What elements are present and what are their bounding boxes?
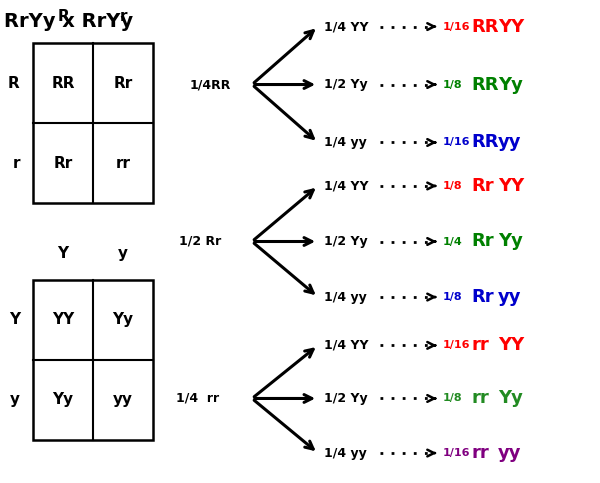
Text: RR: RR: [472, 133, 499, 152]
Text: 1/4 yy: 1/4 yy: [324, 136, 367, 149]
Text: Rr: Rr: [472, 288, 494, 306]
Text: R: R: [57, 9, 69, 24]
Text: Yy: Yy: [52, 392, 74, 407]
Text: Rr: Rr: [472, 177, 494, 195]
Text: 1/4 YY: 1/4 YY: [324, 180, 368, 192]
Text: yy: yy: [498, 288, 521, 306]
Text: RR: RR: [472, 75, 499, 94]
Text: 1/16: 1/16: [443, 22, 470, 31]
Text: 1/16: 1/16: [443, 448, 470, 458]
Text: 1/4: 1/4: [443, 237, 463, 246]
Text: 1/4 yy: 1/4 yy: [324, 447, 367, 459]
Text: yy: yy: [498, 444, 521, 462]
Text: 1/4  rr: 1/4 rr: [176, 392, 219, 405]
Text: rr: rr: [472, 444, 490, 462]
Text: yy: yy: [113, 392, 133, 407]
Text: Y: Y: [58, 246, 68, 261]
Text: 1/2 Yy: 1/2 Yy: [324, 235, 368, 248]
Text: YY: YY: [498, 17, 524, 36]
Text: 1/2 Yy: 1/2 Yy: [324, 392, 368, 405]
Text: 1/8: 1/8: [443, 80, 463, 89]
Text: r: r: [12, 156, 20, 170]
Text: rr: rr: [472, 389, 490, 408]
Text: Rr: Rr: [472, 232, 494, 251]
Text: RrYy x RrYy: RrYy x RrYy: [4, 12, 134, 31]
Text: rr: rr: [472, 336, 490, 355]
Text: y: y: [10, 392, 20, 407]
Text: 1/4RR: 1/4RR: [190, 78, 231, 91]
Text: y: y: [118, 246, 128, 261]
Text: rr: rr: [116, 156, 131, 170]
Text: Rr: Rr: [113, 76, 133, 91]
Text: r: r: [119, 9, 127, 24]
Text: 1/16: 1/16: [443, 341, 470, 350]
Text: YY: YY: [498, 336, 524, 355]
Text: Rr: Rr: [53, 156, 73, 170]
Text: 1/8: 1/8: [443, 292, 463, 302]
Text: R: R: [8, 76, 20, 91]
Bar: [33, 43, 153, 203]
Text: 1/4 YY: 1/4 YY: [324, 20, 368, 33]
Text: YY: YY: [498, 177, 524, 195]
Text: 1/16: 1/16: [443, 138, 470, 147]
Text: 1/8: 1/8: [443, 394, 463, 403]
Text: YY: YY: [52, 313, 74, 327]
Text: 1/8: 1/8: [443, 181, 463, 191]
Text: Yy: Yy: [498, 389, 523, 408]
Text: yy: yy: [498, 133, 521, 152]
Text: 1/2 Yy: 1/2 Yy: [324, 78, 368, 91]
Bar: [33, 280, 153, 440]
Text: Y: Y: [8, 313, 20, 327]
Text: RR: RR: [472, 17, 499, 36]
Text: Yy: Yy: [498, 232, 523, 251]
Text: RR: RR: [51, 76, 75, 91]
Text: 1/4 yy: 1/4 yy: [324, 291, 367, 303]
Text: 1/4 YY: 1/4 YY: [324, 339, 368, 352]
Text: 1/2 Rr: 1/2 Rr: [179, 235, 221, 248]
Text: Yy: Yy: [498, 75, 523, 94]
Text: Yy: Yy: [112, 313, 134, 327]
